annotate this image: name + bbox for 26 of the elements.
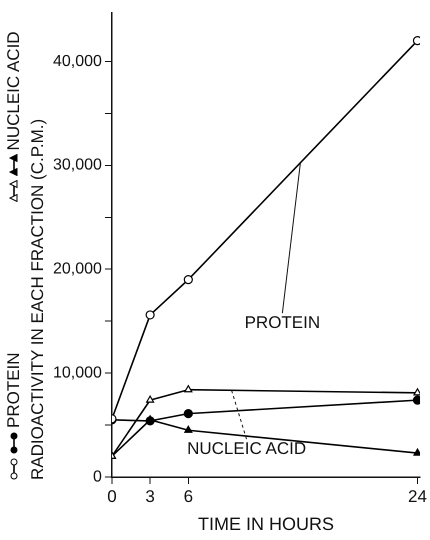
x-tick-label: 0 (107, 486, 117, 506)
text: NUCLEIC ACID (4, 31, 24, 150)
y-tick-label: 0 (93, 468, 102, 486)
point (146, 396, 154, 403)
point (184, 275, 193, 284)
y-tick-label: 10,000 (53, 364, 102, 382)
y-tick-label: 20,000 (53, 260, 102, 278)
y-tick-label: 40,000 (53, 52, 102, 70)
point (413, 388, 420, 396)
point (146, 416, 155, 426)
annotation: PROTEIN (244, 312, 320, 332)
x-axis-title: TIME IN HOURS (198, 514, 334, 534)
x-tick-label: 6 (184, 486, 194, 506)
point (146, 310, 155, 320)
annotation: NUCLEIC ACID (187, 439, 306, 458)
y-axis-title: RADIOACTIVITY IN EACH FRACTION (C.P.M.) (28, 118, 48, 480)
point (413, 448, 420, 456)
x-tick-label: 3 (145, 486, 155, 506)
y-tick-label: 30,000 (53, 156, 102, 174)
point (184, 385, 192, 392)
point (412, 36, 420, 46)
x-tick-label: 24 (408, 486, 427, 506)
point (412, 396, 420, 405)
point (184, 426, 192, 433)
text: PROTEIN (4, 352, 24, 428)
point (184, 409, 193, 418)
